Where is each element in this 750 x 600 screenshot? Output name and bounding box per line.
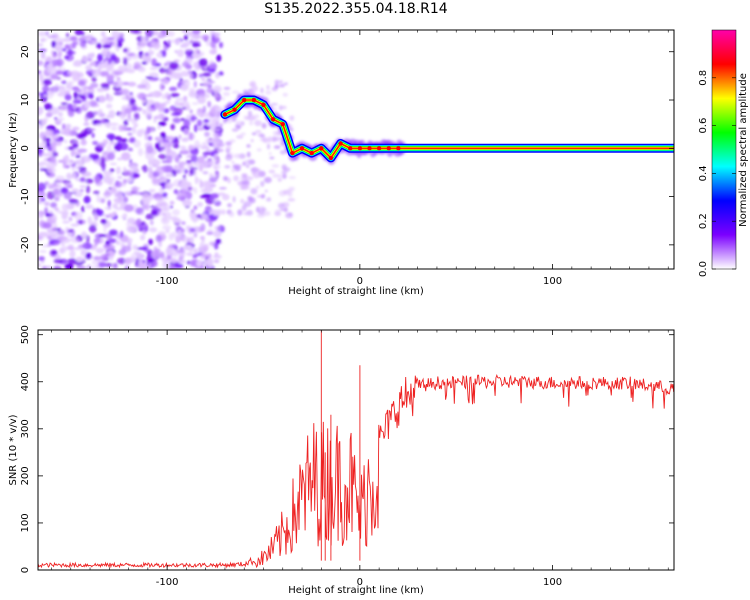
snr-x-ticks: -100 0 100 (51, 330, 669, 588)
doppler-ridge-point (222, 112, 228, 117)
colorbar-tick-label: 0.0 (698, 261, 709, 277)
colorbar-tick-label: 0.4 (698, 165, 709, 181)
doppler-ridge-point (396, 146, 401, 151)
doppler-ridge-point (319, 146, 324, 151)
doppler-ridge-point (348, 146, 353, 151)
colorbar-tick-label: 0.2 (698, 213, 709, 229)
doppler-ridge-point (357, 146, 363, 151)
spectrogram-y-axis-label: Frequency (Hz) (8, 112, 19, 188)
y-tick-label: 100 (20, 513, 31, 532)
snr-plot-area (38, 330, 674, 570)
doppler-ridge-point (251, 97, 257, 103)
doppler-ridge (220, 95, 674, 163)
y-tick-label: 300 (20, 419, 31, 438)
x-tick-label: -100 (156, 577, 179, 588)
colorbar: 0.0 0.2 0.4 0.6 0.8 Normalized spectral ampl… (698, 29, 749, 277)
y-tick-label: 200 (20, 466, 31, 485)
doppler-ridge-point (270, 117, 276, 122)
doppler-ridge-point (338, 141, 343, 146)
snr-panel: -100 0 100 0 100 200 300 400 500 Height of stra… (8, 325, 675, 596)
doppler-ridge-point (232, 107, 237, 112)
y-tick-label: 400 (20, 372, 31, 391)
doppler-ridge-point (376, 146, 382, 151)
y-tick-label: 10 (20, 94, 31, 107)
y-tick-label: 20 (20, 45, 31, 58)
x-tick-label: -100 (156, 276, 179, 287)
x-tick-label: 0 (357, 577, 363, 588)
spectrogram-noise (38, 30, 407, 269)
spectrogram-frame (37, 29, 675, 270)
doppler-ridge-point (386, 146, 391, 151)
doppler-ridge-point (328, 155, 334, 161)
x-tick-label: 100 (543, 577, 562, 588)
doppler-ridge-point (242, 97, 247, 103)
snr-series-line (38, 330, 674, 569)
colorbar-gradient (711, 29, 737, 270)
chart-title: S135.2022.355.04.18.R14 (264, 1, 448, 17)
doppler-ridge-point (280, 122, 285, 127)
y-tick-label: 0 (20, 567, 31, 573)
y-tick-label: 500 (20, 325, 31, 344)
y-tick-label: 0 (20, 145, 31, 151)
snr-x-axis-label: Height of straight line (km) (288, 585, 424, 596)
doppler-ridge-point (299, 146, 305, 151)
y-tick-label: -20 (20, 237, 31, 253)
spectrogram-x-ticks: -100 0 100 (51, 30, 669, 287)
colorbar-tick-label: 0.8 (698, 70, 709, 86)
snr-y-ticks: 0 100 200 300 400 500 (20, 325, 674, 573)
doppler-ridge-point (367, 146, 372, 151)
colorbar-tick-label: 0.6 (698, 118, 709, 134)
doppler-ridge-point (309, 150, 314, 156)
doppler-ridge-point (290, 150, 295, 156)
x-tick-label: 100 (543, 276, 562, 287)
x-tick-label: 0 (357, 276, 363, 287)
spectrogram-x-axis-label: Height of straight line (km) (288, 286, 424, 297)
colorbar-ticks: 0.0 0.2 0.4 0.6 0.8 (698, 70, 736, 277)
doppler-ridge-point (261, 102, 266, 108)
colorbar-label: Normalized spectral amplitude (738, 73, 749, 227)
snr-y-axis-label: SNR (10 * v/v) (8, 414, 19, 485)
y-tick-label: -10 (20, 188, 31, 204)
spectrogram-y-ticks: -20 -10 0 10 20 (20, 45, 674, 253)
snr-frame (37, 329, 675, 571)
